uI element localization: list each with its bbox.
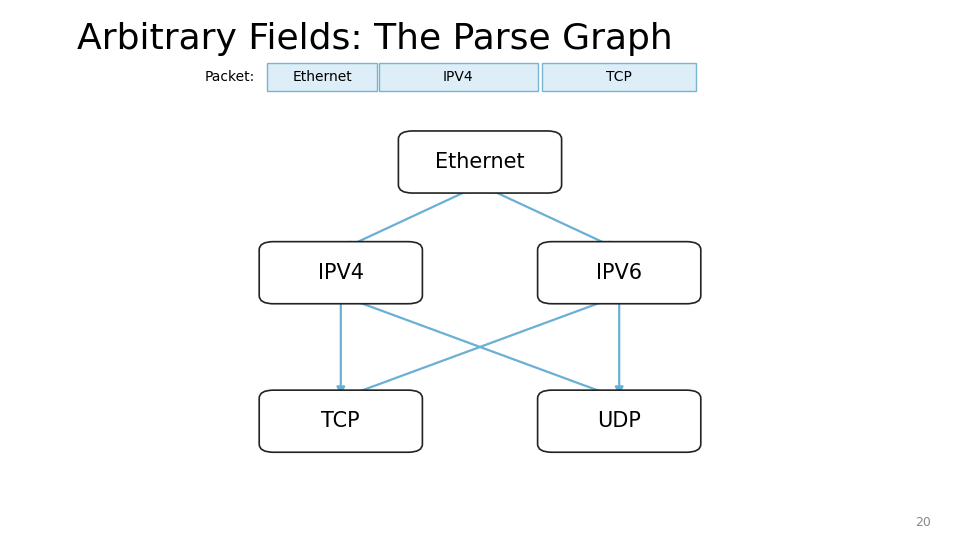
Text: Packet:: Packet: bbox=[204, 70, 254, 84]
Text: IPV6: IPV6 bbox=[596, 262, 642, 283]
Text: IPV4: IPV4 bbox=[444, 70, 473, 84]
Text: TCP: TCP bbox=[322, 411, 360, 431]
FancyBboxPatch shape bbox=[538, 241, 701, 303]
Text: Ethernet: Ethernet bbox=[292, 70, 352, 84]
Text: Arbitrary Fields: The Parse Graph: Arbitrary Fields: The Parse Graph bbox=[77, 22, 673, 56]
Text: 20: 20 bbox=[915, 516, 931, 529]
Text: Ethernet: Ethernet bbox=[435, 152, 525, 172]
FancyBboxPatch shape bbox=[259, 390, 422, 453]
FancyBboxPatch shape bbox=[398, 131, 562, 193]
FancyBboxPatch shape bbox=[538, 390, 701, 453]
FancyBboxPatch shape bbox=[267, 63, 377, 91]
FancyBboxPatch shape bbox=[259, 241, 422, 303]
FancyBboxPatch shape bbox=[379, 63, 538, 91]
FancyBboxPatch shape bbox=[542, 63, 696, 91]
Text: TCP: TCP bbox=[607, 70, 632, 84]
Text: UDP: UDP bbox=[597, 411, 641, 431]
Text: IPV4: IPV4 bbox=[318, 262, 364, 283]
